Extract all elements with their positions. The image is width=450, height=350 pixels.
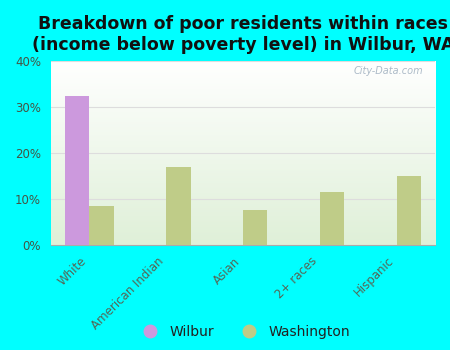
Bar: [89, 206, 114, 245]
Bar: [166, 167, 191, 245]
Text: City-Data.com: City-Data.com: [354, 66, 423, 76]
Bar: [320, 192, 344, 245]
Bar: [243, 210, 267, 245]
Bar: [396, 176, 421, 245]
Title: Breakdown of poor residents within races
(income below poverty level) in Wilbur,: Breakdown of poor residents within races…: [32, 15, 450, 54]
Legend: Wilbur, Washington: Wilbur, Washington: [130, 320, 356, 345]
Bar: [64, 96, 89, 245]
